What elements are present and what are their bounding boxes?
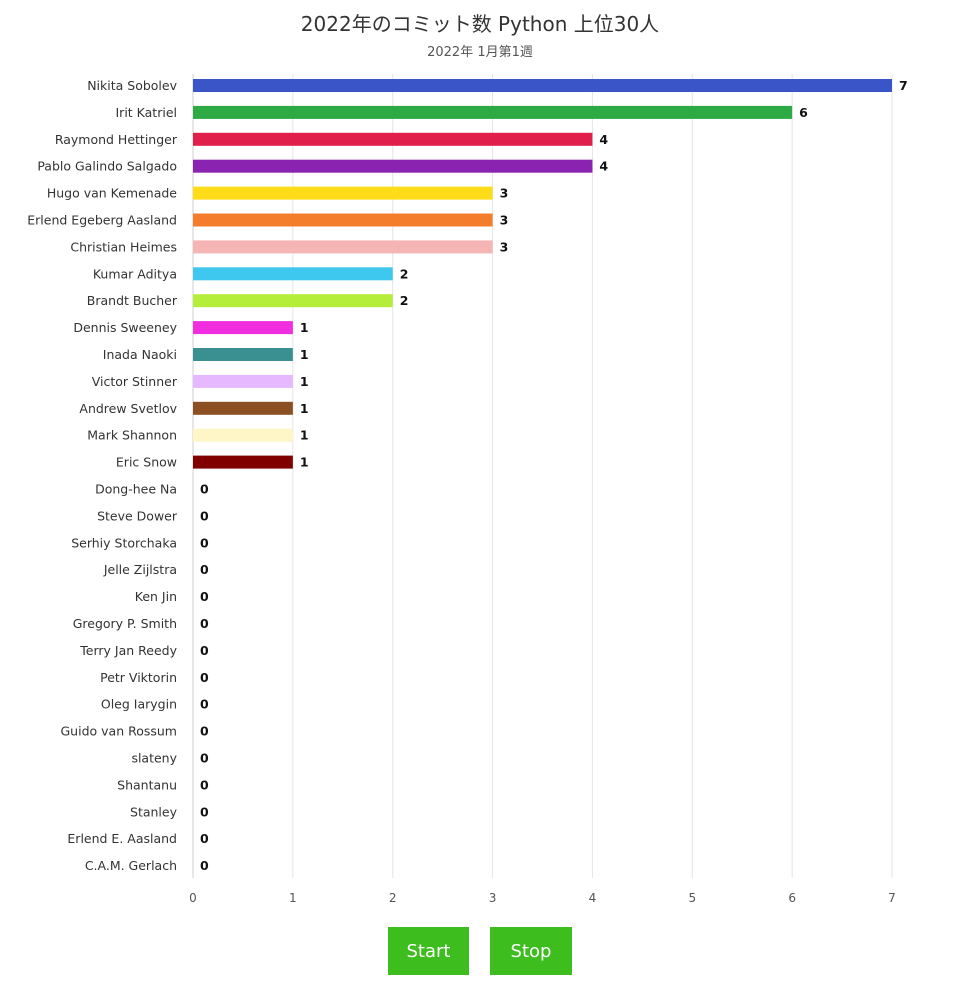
x-tick-label: 1: [289, 891, 297, 905]
bar: [193, 428, 293, 442]
category-label: Stanley: [130, 804, 178, 819]
category-label: Jelle Zijlstra: [103, 562, 177, 577]
category-label: Dennis Sweeney: [73, 320, 177, 335]
category-label: Nikita Sobolev: [87, 78, 177, 93]
value-label: 0: [200, 724, 209, 739]
bar: [193, 455, 293, 469]
category-label: Steve Dower: [97, 508, 178, 523]
bar: [193, 105, 793, 119]
value-label: 0: [200, 831, 209, 846]
category-label: Victor Stinner: [92, 374, 178, 389]
value-label: 2: [400, 293, 409, 308]
category-label: Raymond Hettinger: [55, 132, 178, 147]
value-label: 0: [200, 482, 209, 497]
category-label: Erlend E. Aasland: [67, 831, 177, 846]
category-label: Eric Snow: [116, 455, 177, 470]
category-label: Ken Jin: [135, 589, 177, 604]
category-label: Serhiy Storchaka: [71, 535, 177, 550]
category-label: Hugo van Kemenade: [47, 186, 177, 201]
bar: [193, 348, 293, 361]
bar: [193, 79, 892, 92]
value-label: 0: [200, 643, 209, 658]
value-label: 1: [300, 401, 309, 416]
value-label: 0: [200, 670, 209, 685]
x-tick-label: 4: [589, 891, 597, 905]
value-label: 3: [500, 213, 509, 228]
category-label: Gregory P. Smith: [73, 616, 177, 631]
category-label: Irit Katriel: [116, 105, 178, 120]
category-labels: Nikita Sobolev Irit Katriel Raymond Hettin…: [27, 78, 178, 873]
grid-lines: [192, 74, 893, 878]
category-label: Andrew Svetlov: [79, 401, 177, 416]
value-label: 1: [300, 347, 309, 362]
bar: [193, 374, 293, 388]
value-label: 0: [200, 562, 209, 577]
category-label: Inada Naoki: [103, 347, 177, 362]
bar: [193, 401, 293, 415]
value-label: 0: [200, 777, 209, 792]
bar: [193, 267, 393, 281]
value-label: 0: [200, 535, 209, 550]
value-label: 6: [799, 105, 808, 120]
value-label: 1: [300, 428, 309, 443]
value-label: 7: [899, 78, 908, 93]
category-label: Guido van Rossum: [61, 724, 178, 739]
x-tick-label: 6: [788, 891, 796, 905]
x-tick-label: 0: [189, 891, 197, 905]
value-label: 0: [200, 616, 209, 631]
x-tick-label: 3: [489, 891, 497, 905]
value-label: 1: [300, 455, 309, 470]
bar: [193, 294, 393, 308]
bar: [193, 240, 493, 254]
category-label: C.A.M. Gerlach: [85, 858, 177, 873]
chart-title: 2022年のコミット数 Python 上位30人: [300, 12, 660, 36]
category-label: Christian Heimes: [70, 239, 177, 254]
category-label: Kumar Aditya: [93, 266, 177, 281]
value-label: 0: [200, 508, 209, 523]
x-tick-label: 7: [888, 891, 896, 905]
category-label: Mark Shannon: [87, 428, 177, 443]
category-label: Shantanu: [117, 777, 177, 792]
stop-button[interactable]: Stop: [490, 927, 572, 975]
value-label: 0: [200, 858, 209, 873]
category-label: Dong-hee Na: [95, 482, 177, 497]
x-axis-ticks: 0 1 2 3 4 5 6 7: [189, 891, 896, 905]
value-label: 1: [300, 374, 309, 389]
bar: [193, 132, 593, 146]
category-label: Pablo Galindo Salgado: [37, 159, 177, 174]
value-label: 0: [200, 589, 209, 604]
value-labels: 7 6 4 4 3 3 3 2 2 1 1 1 1 1 1 0 0 0 0 0 0 0 0 0 0 0 0 0 0 0: [200, 78, 908, 873]
value-label: 4: [599, 132, 608, 147]
chart-subtitle: 2022年 1月第1週: [427, 45, 533, 60]
bar: [193, 321, 293, 335]
start-button[interactable]: Start: [388, 927, 469, 975]
category-label: slateny: [131, 751, 177, 766]
value-label: 0: [200, 751, 209, 766]
value-label: 3: [500, 239, 509, 254]
bar: [193, 186, 493, 200]
bars: [193, 79, 892, 469]
category-label: Brandt Bucher: [87, 293, 178, 308]
value-label: 2: [400, 266, 409, 281]
category-label: Terry Jan Reedy: [79, 643, 177, 658]
value-label: 0: [200, 804, 209, 819]
category-label: Oleg Iarygin: [101, 697, 177, 712]
x-tick-label: 5: [688, 891, 696, 905]
value-label: 3: [500, 186, 509, 201]
bar: [193, 159, 593, 173]
bar: [193, 213, 493, 227]
category-label: Petr Viktorin: [100, 670, 177, 685]
x-tick-label: 2: [389, 891, 397, 905]
value-label: 1: [300, 320, 309, 335]
value-label: 4: [599, 159, 608, 174]
category-label: Erlend Egeberg Aasland: [27, 213, 177, 228]
bar-chart: Nikita Sobolev Irit Katriel Raymond Hettin…: [27, 74, 908, 905]
value-label: 0: [200, 697, 209, 712]
